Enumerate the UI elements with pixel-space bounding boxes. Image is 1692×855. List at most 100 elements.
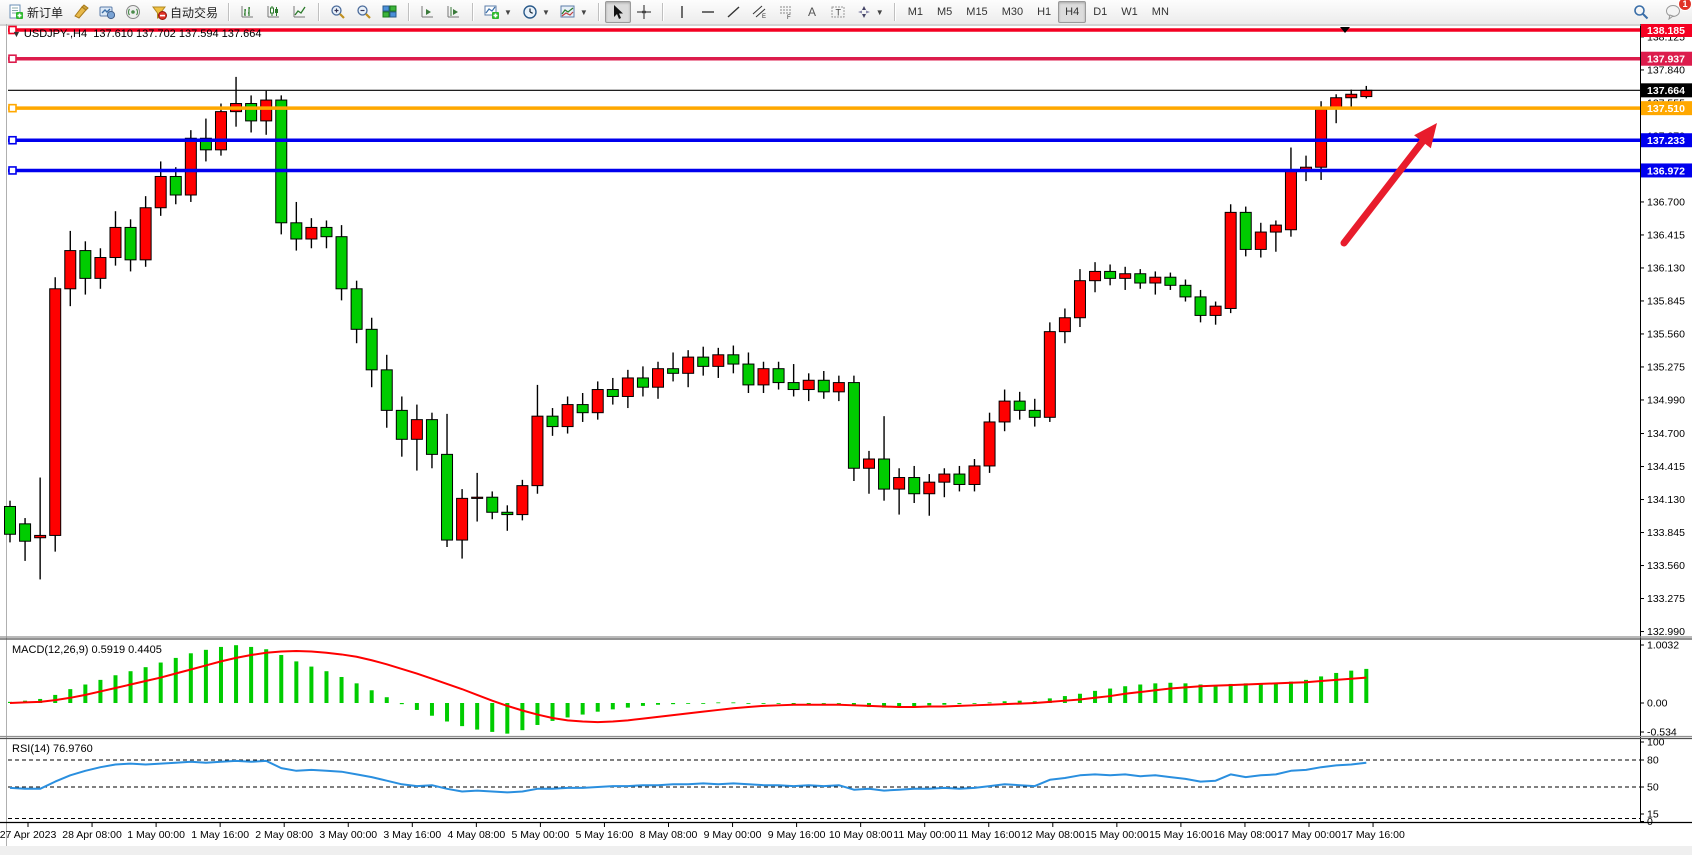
cursor-button[interactable]: [604, 1, 631, 23]
hline-handle-pivot-orange[interactable]: [8, 103, 17, 113]
svg-text:4 May 08:00: 4 May 08:00: [447, 829, 505, 841]
timeframe-button-h1[interactable]: H1: [1037, 6, 1052, 18]
tile-windows-button[interactable]: [377, 1, 403, 23]
price-label-box-support-1: [1641, 133, 1692, 148]
hline-handle-support-2[interactable]: [8, 166, 17, 175]
timeframe-button-mn[interactable]: MN: [1151, 6, 1169, 18]
auto-scroll-button[interactable]: [415, 1, 441, 23]
svg-text:9 May 16:00: 9 May 16:00: [768, 829, 826, 841]
chart-window[interactable]: 138.125137.840137.555137.270136.985136.7…: [0, 24, 1692, 855]
svg-text:5 May 16:00: 5 May 16:00: [576, 829, 634, 841]
svg-text:9 May 00:00: 9 May 00:00: [704, 829, 762, 841]
zoom-out-icon: [356, 4, 372, 20]
svg-text:3 May 16:00: 3 May 16:00: [383, 829, 441, 841]
horizontal-line-icon: [700, 4, 716, 20]
notification-badge: 1: [1678, 0, 1692, 11]
line-chart-icon: [292, 4, 308, 20]
arrows-button[interactable]: ▼: [851, 1, 889, 23]
chart-canvas[interactable]: 138.125137.840137.555137.270136.985136.7…: [0, 24, 1692, 855]
toolbar-separator: [597, 3, 600, 21]
broadcast-button[interactable]: [120, 1, 146, 23]
zoom-out-button[interactable]: [351, 1, 377, 23]
price-label-current-price: 137.664: [1647, 85, 1685, 97]
auto-scroll-icon: [420, 4, 436, 20]
svg-text:12 May 08:00: 12 May 08:00: [1021, 829, 1085, 841]
periods-button[interactable]: ▼: [517, 1, 555, 23]
price-label-support-1: 137.233: [1647, 135, 1685, 147]
vertical-line-button[interactable]: [669, 1, 695, 23]
auto-trading-button[interactable]: 自动交易: [146, 1, 223, 23]
styler-button[interactable]: [68, 1, 94, 23]
svg-text:136.130: 136.130: [1647, 262, 1685, 274]
svg-text:1.0032: 1.0032: [1647, 640, 1679, 652]
timeframe-button-m1[interactable]: M1: [907, 6, 923, 18]
svg-text:80: 80: [1647, 755, 1659, 767]
crosshair-button[interactable]: [631, 1, 657, 23]
bar-chart-button[interactable]: [235, 1, 261, 23]
new-order-label: 新订单: [27, 5, 64, 20]
svg-text:17 May 16:00: 17 May 16:00: [1341, 829, 1405, 841]
svg-text:137.840: 137.840: [1647, 64, 1685, 76]
text-icon: A: [804, 4, 820, 20]
timeframe-button-w1[interactable]: W1: [1121, 6, 1138, 18]
svg-text:135.560: 135.560: [1647, 328, 1685, 340]
publish-button[interactable]: [94, 1, 120, 23]
timeframe-toolbar: M1 M5 M15 M30 H1 H4 D1 W1 MN: [898, 1, 1179, 23]
text-button[interactable]: A: [799, 1, 825, 23]
svg-text:3 May 00:00: 3 May 00:00: [319, 829, 377, 841]
new-order-button[interactable]: 新订单: [3, 1, 68, 23]
svg-text:134.415: 134.415: [1647, 461, 1685, 473]
channel-icon: E: [752, 4, 768, 20]
notifications-button[interactable]: 1: [1660, 0, 1692, 23]
svg-text:132.990: 132.990: [1647, 626, 1685, 638]
price-label-support-2: 136.972: [1647, 165, 1685, 177]
templates-button[interactable]: ▼: [555, 1, 593, 23]
candlestick-chart-button[interactable]: [261, 1, 287, 23]
chart-shift-button[interactable]: [441, 1, 467, 23]
timeframe-button-d1[interactable]: D1: [1093, 6, 1108, 18]
svg-text:10 May 08:00: 10 May 08:00: [829, 829, 893, 841]
toolbar-separator: [228, 3, 231, 21]
svg-text:136.415: 136.415: [1647, 229, 1685, 241]
text-label-button[interactable]: T: [825, 1, 851, 23]
svg-text:100: 100: [1647, 737, 1665, 749]
svg-text:F: F: [787, 15, 791, 20]
line-chart-button[interactable]: [287, 1, 313, 23]
svg-text:17 May 00:00: 17 May 00:00: [1277, 829, 1341, 841]
svg-text:1 May 00:00: 1 May 00:00: [127, 829, 185, 841]
indicators-button[interactable]: ▼: [479, 1, 517, 23]
price-label-resistance-1: 138.185: [1647, 25, 1685, 37]
hline-handle-resistance-1[interactable]: [8, 25, 17, 35]
hline-handle-resistance-2[interactable]: [8, 54, 17, 64]
svg-text:16 May 08:00: 16 May 08:00: [1213, 829, 1277, 841]
svg-text:134.700: 134.700: [1647, 428, 1685, 440]
search-button[interactable]: [1628, 1, 1654, 23]
signal-icon: [125, 4, 141, 20]
chat-bubble-icon: [1665, 4, 1681, 21]
trendline-button[interactable]: [721, 1, 747, 23]
toolbar-separator: [661, 3, 664, 21]
equidistant-channel-button[interactable]: E: [747, 1, 773, 23]
timeframe-button-h4[interactable]: H4: [1058, 1, 1087, 23]
time-axis: 27 Apr 2023 28 Apr 08:00 1 May 00:00 1 May …: [0, 822, 1405, 841]
hline-handle-support-1[interactable]: [8, 135, 17, 145]
horizontal-line-button[interactable]: [695, 1, 721, 23]
bar-chart-icon: [240, 4, 256, 20]
timeframe-button-m5[interactable]: M5: [937, 6, 953, 18]
trend-arrow-annotation[interactable]: [1340, 123, 1437, 247]
svg-text:11 May 00:00: 11 May 00:00: [893, 829, 956, 841]
fibonacci-button[interactable]: F: [773, 1, 799, 23]
cursor-icon: [610, 4, 626, 20]
svg-text:133.560: 133.560: [1647, 560, 1685, 572]
svg-text:2 May 08:00: 2 May 08:00: [255, 829, 313, 841]
zoom-in-button[interactable]: [325, 1, 351, 23]
timeframe-button-m15[interactable]: M15: [966, 6, 988, 18]
svg-text:8 May 08:00: 8 May 08:00: [640, 829, 698, 841]
price-label-box-pivot-orange: [1641, 101, 1692, 116]
candles-layer: [4, 76, 1373, 580]
svg-text:1 May 16:00: 1 May 16:00: [191, 829, 249, 841]
svg-text:133.275: 133.275: [1647, 593, 1685, 605]
chart-background: [0, 24, 1692, 855]
timeframe-button-m30[interactable]: M30: [1001, 6, 1024, 18]
